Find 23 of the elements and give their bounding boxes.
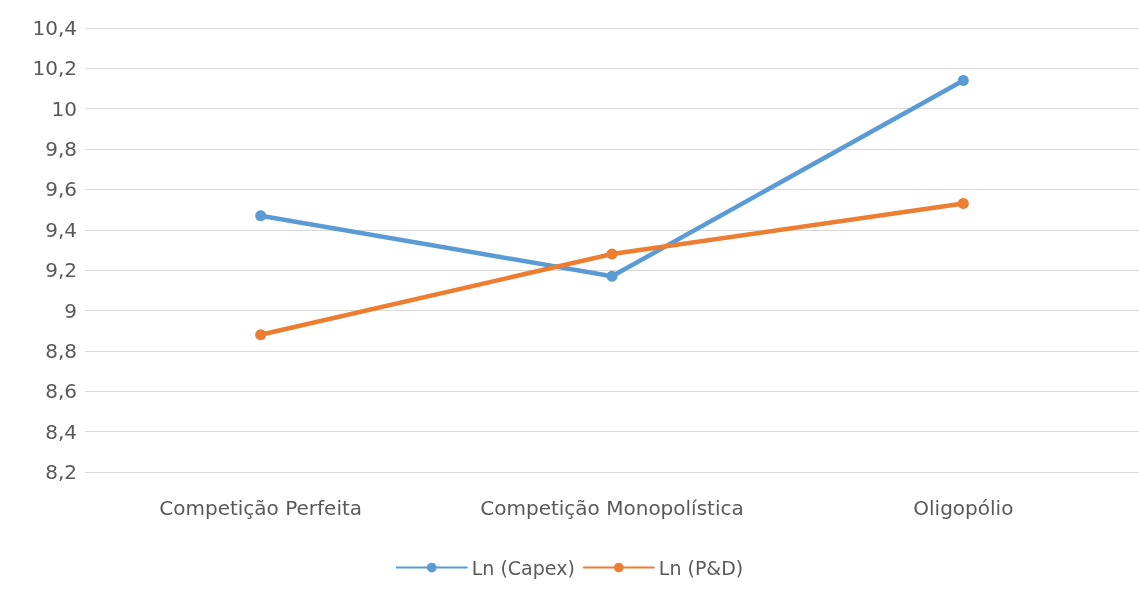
point — [957, 74, 969, 86]
y-tick-label: 10,2 — [32, 56, 77, 81]
point — [606, 270, 618, 282]
legend-label: Ln (P&D) — [658, 556, 744, 579]
y-tick-label: 9,6 — [45, 177, 77, 202]
y-tick-label: 9,8 — [45, 137, 77, 162]
y-tick-label: 9 — [64, 298, 77, 323]
y-tick-label: 8,4 — [45, 419, 77, 444]
y-tick-label: 10 — [51, 96, 77, 121]
x-tick-label: Oligopólio — [913, 496, 1014, 520]
y-tick-label: 10,4 — [32, 16, 77, 40]
point — [957, 198, 969, 210]
y-tick-label: 8,2 — [45, 460, 77, 484]
point — [606, 248, 618, 260]
point — [255, 329, 267, 341]
y-tick-label: 9,4 — [45, 217, 77, 242]
x-tick-label: Competição Monopolística — [480, 496, 744, 520]
x-tick-label: Competição Perfeita — [159, 496, 363, 520]
legend-label: Ln (Capex) — [471, 556, 575, 579]
y-tick-label: 9,2 — [45, 258, 77, 283]
point — [255, 210, 267, 222]
y-tick-label: 8,8 — [45, 338, 77, 363]
y-tick-label: 8,6 — [45, 379, 77, 404]
